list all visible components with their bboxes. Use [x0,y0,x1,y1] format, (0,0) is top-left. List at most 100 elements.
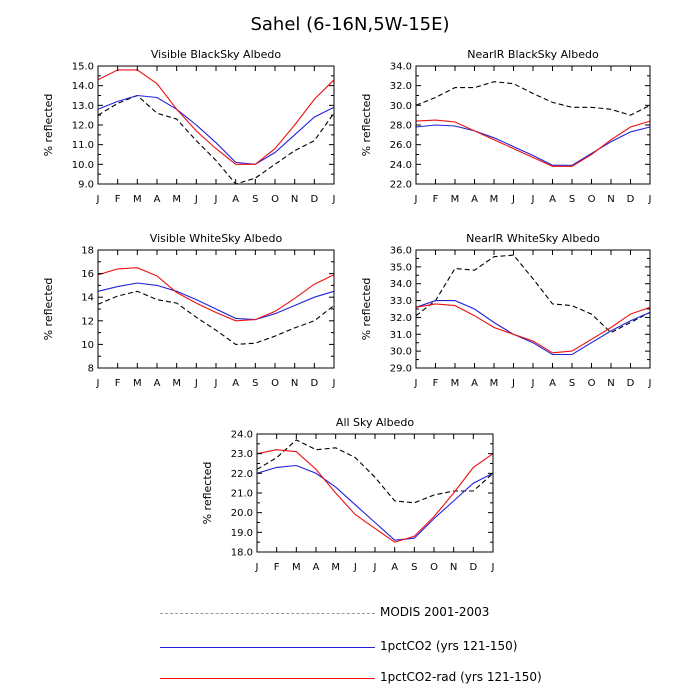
x-tick-label: A [471,378,478,389]
legend-item-1pctco2: 1pctCO2 (yrs 121-150) [160,638,580,658]
legend-item-1pctco2-rad: 1pctCO2-rad (yrs 121-150) [160,669,580,689]
y-tick-label: 32.0 [390,81,412,92]
x-tick-label: N [291,194,298,205]
x-tick-label: N [291,378,298,389]
x-tick-label: F [115,194,121,205]
x-tick-label: N [450,562,457,573]
series-line-modis-2001-2003 [415,254,651,334]
y-tick-label: 32.0 [390,313,412,324]
series-line-1pctco2-yrs-121-150 [97,282,335,321]
y-tick-label: 22.0 [390,180,412,191]
x-tick-label: J [332,194,336,205]
series-line-1pctco2-yrs-121-150 [256,464,494,541]
y-tick-label: 12 [81,316,94,327]
x-tick-label: A [471,194,478,205]
x-tick-label: A [232,194,239,205]
series-line-1pctco2-rad-yrs-121-150 [97,267,335,322]
x-tick-label: J [491,562,495,573]
x-tick-label: O [430,562,438,573]
y-axis-label: % reflected [360,278,373,341]
series-line-1pctco2-yrs-121-150 [97,94,335,165]
y-tick-label: 30.0 [390,101,412,112]
chart-title: Visible BlackSky Albedo [151,48,281,61]
x-tick-label: A [313,562,320,573]
y-tick-label: 34.0 [390,62,412,73]
x-tick-label: S [252,194,258,205]
x-tick-label: A [154,194,161,205]
x-tick-label: M [172,194,181,205]
y-tick-label: 14.0 [72,81,94,92]
x-tick-label: J [531,194,535,205]
x-tick-label: F [115,378,121,389]
x-tick-label: S [411,562,417,573]
chart-title: NearIR BlackSky Albedo [467,48,599,61]
y-tick-label: 16 [81,269,94,280]
x-tick-label: J [511,378,515,389]
x-tick-label: J [255,562,259,573]
x-tick-label: D [310,194,318,205]
x-tick-label: M [331,562,340,573]
series-line-1pctco2-rad-yrs-121-150 [97,69,335,165]
x-tick-label: M [292,562,301,573]
x-tick-label: J [214,378,218,389]
legend-swatch-1pctco2 [160,647,375,648]
y-tick-label: 21.0 [231,489,253,500]
series-line-modis-2001-2003 [415,81,651,116]
y-axis-label: % reflected [201,462,214,525]
legend-label-1pctco2: 1pctCO2 (yrs 121-150) [380,639,518,653]
x-tick-label: D [310,378,318,389]
x-tick-label: O [588,378,596,389]
y-tick-label: 26.0 [390,140,412,151]
x-tick-label: S [569,378,575,389]
series-line-1pctco2-rad-yrs-121-150 [415,303,651,354]
y-tick-label: 31.0 [390,330,412,341]
x-tick-label: A [549,194,556,205]
series-line-modis-2001-2003 [256,439,494,504]
y-tick-label: 19.0 [231,528,253,539]
y-tick-label: 33.0 [390,296,412,307]
x-tick-label: J [332,378,336,389]
x-tick-label: M [490,194,499,205]
y-tick-label: 12.0 [72,121,94,132]
y-tick-label: 9.0 [78,180,94,191]
series-line-1pctco2-rad-yrs-121-150 [256,449,494,543]
y-tick-label: 20.0 [231,508,253,519]
x-tick-label: S [569,194,575,205]
x-tick-label: M [451,194,460,205]
x-tick-label: O [271,378,279,389]
chart-title: NearIR WhiteSky Albedo [466,232,600,245]
series-line-modis-2001-2003 [97,94,335,185]
plot-frame [415,65,651,185]
series-line-1pctco2-yrs-121-150 [415,300,651,356]
legend-item-modis: MODIS 2001-2003 [160,604,580,624]
x-tick-label: J [648,378,652,389]
y-tick-label: 13.0 [72,101,94,112]
x-tick-label: J [531,378,535,389]
x-tick-label: J [648,194,652,205]
plot-frame [415,249,651,369]
x-tick-label: M [133,378,142,389]
series-line-1pctco2-rad-yrs-121-150 [415,119,651,167]
y-tick-label: 24.0 [231,430,253,441]
y-tick-label: 29.0 [390,364,412,375]
x-tick-label: S [252,378,258,389]
page-title: Sahel (6-16N,5W-15E) [250,14,450,35]
y-tick-label: 18 [81,246,94,257]
x-tick-label: M [490,378,499,389]
x-tick-label: F [433,194,439,205]
y-tick-label: 15.0 [72,62,94,73]
x-tick-label: A [391,562,398,573]
y-tick-label: 11.0 [72,140,94,151]
y-tick-label: 24.0 [390,160,412,171]
x-tick-label: J [353,562,357,573]
x-tick-label: J [96,378,100,389]
x-tick-label: J [373,562,377,573]
legend-label-modis: MODIS 2001-2003 [380,605,490,619]
legend-label-1pctco2-rad: 1pctCO2-rad (yrs 121-150) [380,670,542,684]
x-tick-label: O [588,194,596,205]
x-tick-label: D [627,378,635,389]
x-tick-label: A [154,378,161,389]
